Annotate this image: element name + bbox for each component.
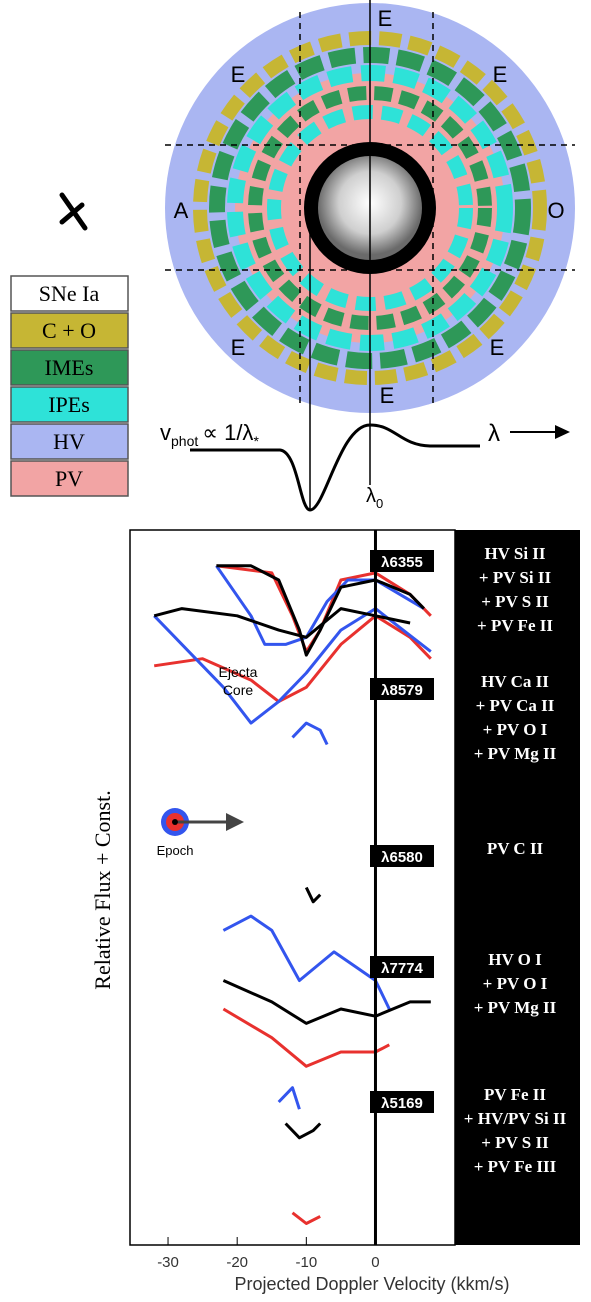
formula-star: * <box>253 433 259 449</box>
species-label: + PV Mg II <box>474 744 557 763</box>
species-label: HV O I <box>488 950 542 969</box>
region-label: A <box>174 198 189 223</box>
legend: SNe Ia C + O IMEs IPEs HV PV <box>11 276 128 496</box>
legend-label: SNe Ia <box>39 281 100 306</box>
inset-ejecta: Ejecta <box>219 664 258 680</box>
spectrum-line <box>223 1009 389 1066</box>
species-label: HV Ca II <box>481 672 549 691</box>
spectrum-line <box>293 723 328 744</box>
lambda0: λ0 <box>366 485 383 511</box>
region-label: E <box>231 62 246 87</box>
x-tick-label: -10 <box>295 1254 317 1271</box>
species-label: + HV/PV Si II <box>464 1109 567 1128</box>
species-label: + PV Fe III <box>474 1157 557 1176</box>
formula: vphot∝ 1/λ* <box>160 420 259 449</box>
plot-frame <box>130 530 455 1245</box>
legend-label: IMEs <box>45 355 94 380</box>
feature-label: λ8579 <box>381 682 423 699</box>
species-label: + PV Si II <box>479 568 552 587</box>
feature-label: λ6355 <box>381 554 423 571</box>
spectrum-line <box>306 888 320 902</box>
region-label: E <box>493 62 508 87</box>
species-label: + PV S II <box>481 592 549 611</box>
spectrum-line <box>154 609 410 638</box>
y-axis-label: Relative Flux + Const. <box>90 790 115 989</box>
feature-label: λ6580 <box>381 849 423 866</box>
legend-label: PV <box>55 466 83 491</box>
lambda0-symbol: λ <box>366 485 376 507</box>
species-label: + PV Mg II <box>474 998 557 1017</box>
spectrum-line <box>286 1124 321 1138</box>
formula-sub: phot <box>171 433 198 449</box>
inset-epoch: Epoch <box>157 843 194 858</box>
legend-label: HV <box>53 429 85 454</box>
legend-label: IPEs <box>48 392 90 417</box>
spectrum-line <box>279 1088 300 1110</box>
species-label: PV Fe II <box>484 1085 546 1104</box>
region-label: E <box>378 6 393 31</box>
lambda0-sub: 0 <box>376 496 383 511</box>
spectrum-line <box>293 1213 321 1224</box>
species-label: + PV O I <box>483 974 548 993</box>
inset-core: Core <box>223 682 254 698</box>
x-tick-label: 0 <box>371 1254 379 1271</box>
x-axis-label: Projected Doppler Velocity (kkm/s) <box>234 1274 509 1294</box>
feature-label: λ5169 <box>381 1095 423 1112</box>
lambda-arrow-label: λ <box>488 420 500 447</box>
x-tick-label: -30 <box>157 1254 179 1271</box>
formula-v: v <box>160 420 171 445</box>
legend-label: C + O <box>42 318 96 343</box>
species-label: PV C II <box>487 839 544 858</box>
species-label: + PV O I <box>483 720 548 739</box>
spectrum-line <box>223 981 430 1024</box>
region-label: E <box>380 383 395 408</box>
feature-label: λ7774 <box>381 960 423 977</box>
species-label: HV Si II <box>484 544 545 563</box>
inset: Ejecta Core Epoch <box>157 664 258 858</box>
formula-rel: ∝ 1/λ <box>202 420 253 445</box>
spectrum-line <box>223 916 389 1009</box>
x-tick-label: -20 <box>226 1254 248 1271</box>
region-label: O <box>547 198 564 223</box>
region-label: E <box>231 335 246 360</box>
figure: EEEAOEEE vphot∝ 1/λ* λ0 λ SNe IaC + OIME… <box>0 0 591 1302</box>
species-label: + PV Ca II <box>476 696 555 715</box>
region-label: E <box>490 335 505 360</box>
species-label: + PV Fe II <box>477 616 553 635</box>
species-label: + PV S II <box>481 1133 549 1152</box>
